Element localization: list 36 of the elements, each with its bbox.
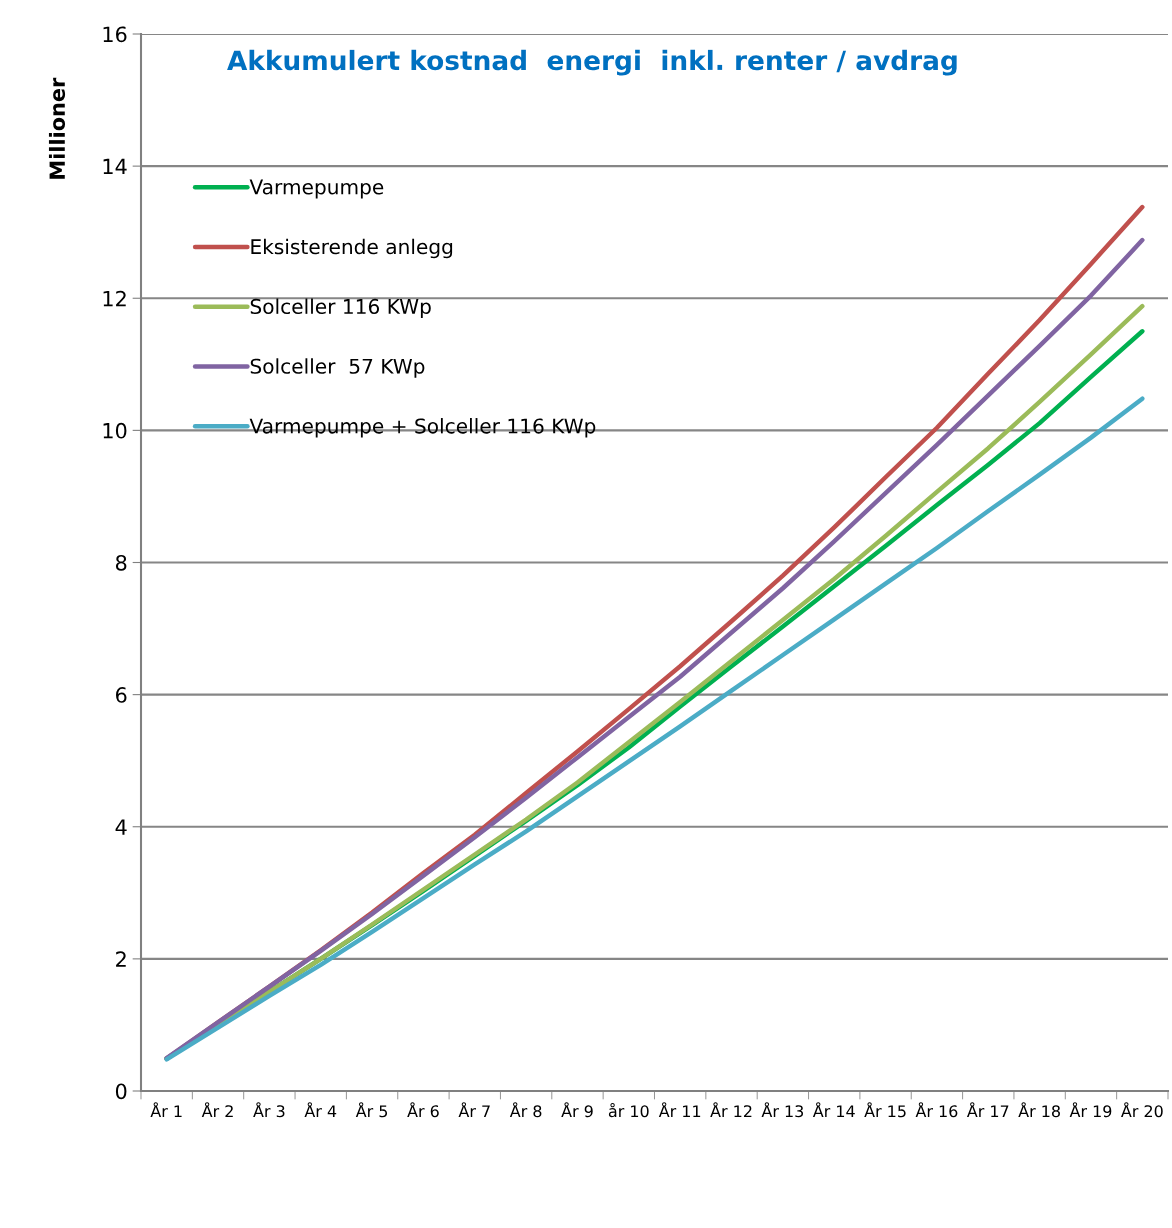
x-tick-label: År 20 [1121,1102,1163,1118]
text: Akkumulert kostnad energi inkl. renter / avdrag [227,49,957,76]
legend-label: Varmepumpe + Solceller 116 KWp [249,418,596,438]
x-tick-label: År 19 [1069,1102,1112,1118]
x-tick-label: År 12 [710,1102,752,1118]
y-axis-title: Millioner [48,77,66,179]
x-tick-label: År 5 [355,1102,388,1118]
x-tick-label: År 4 [304,1102,337,1118]
legend-label: Solceller 57 KWp [250,358,425,378]
x-tick-label: År 7 [458,1102,490,1118]
x-tick-label: År 11 [658,1102,701,1118]
y-tick-label: 6 [116,687,127,703]
x-tick-label: År 15 [864,1102,906,1118]
y-tick-label: 4 [115,819,127,835]
legend-label: Solceller 116 KWp [250,298,431,318]
y-tick-label: 0 [115,1083,127,1100]
x-tick-label: år 10 [608,1103,649,1118]
x-tick-label: År 9 [561,1102,593,1118]
x-tick-label: År 3 [253,1102,285,1118]
x-tick-label: År 2 [201,1102,233,1118]
y-tick-label: 8 [115,554,127,571]
x-tick-label: År 16 [915,1102,958,1118]
x-tick-label: År 14 [812,1102,855,1118]
x-tick-label: År 8 [509,1102,542,1118]
x-tick-label: År 13 [761,1102,804,1118]
y-tick-label: 2 [116,951,126,967]
x-tick-label: År 18 [1018,1102,1060,1118]
x-tick-label: År 6 [407,1102,439,1118]
y-tick-label: 14 [103,158,127,175]
y-tick-label: 16 [103,26,127,43]
x-tick-label: År 1 [150,1102,182,1118]
y-tick-label: 10 [103,422,127,439]
y-tick-label: 12 [103,290,126,307]
legend-label: Varmepumpe [249,179,384,199]
x-tick-label: År 17 [966,1102,1009,1118]
legend-label: Eksisterende anlegg [251,238,453,259]
